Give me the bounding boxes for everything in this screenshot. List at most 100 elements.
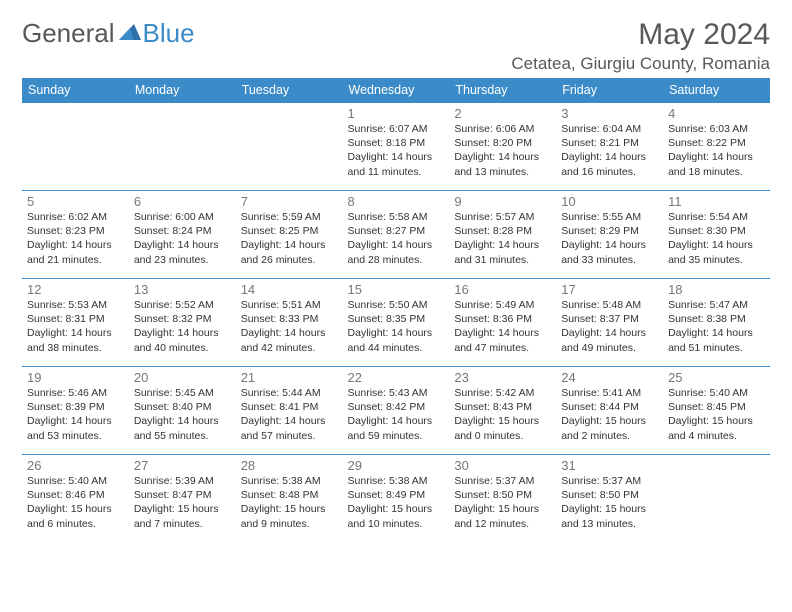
sunrise-text: Sunrise: 5:58 AM <box>348 210 445 224</box>
calendar-day-cell: 4Sunrise: 6:03 AMSunset: 8:22 PMDaylight… <box>663 103 770 191</box>
daylight-text: Daylight: 14 hours and 53 minutes. <box>27 414 124 442</box>
day-info: Sunrise: 6:04 AMSunset: 8:21 PMDaylight:… <box>561 122 658 179</box>
calendar-day-cell <box>22 103 129 191</box>
daylight-text: Daylight: 15 hours and 12 minutes. <box>454 502 551 530</box>
sunrise-text: Sunrise: 5:45 AM <box>134 386 231 400</box>
sunrise-text: Sunrise: 5:42 AM <box>454 386 551 400</box>
daylight-text: Daylight: 14 hours and 51 minutes. <box>668 326 765 354</box>
day-info: Sunrise: 5:37 AMSunset: 8:50 PMDaylight:… <box>454 474 551 531</box>
sunset-text: Sunset: 8:21 PM <box>561 136 658 150</box>
day-info: Sunrise: 5:39 AMSunset: 8:47 PMDaylight:… <box>134 474 231 531</box>
day-number: 25 <box>668 370 765 385</box>
daylight-text: Daylight: 14 hours and 55 minutes. <box>134 414 231 442</box>
sunrise-text: Sunrise: 5:52 AM <box>134 298 231 312</box>
day-number: 23 <box>454 370 551 385</box>
sunset-text: Sunset: 8:36 PM <box>454 312 551 326</box>
calendar-day-cell: 18Sunrise: 5:47 AMSunset: 8:38 PMDayligh… <box>663 279 770 367</box>
month-title: May 2024 <box>511 18 770 52</box>
day-number: 4 <box>668 106 765 121</box>
calendar-day-cell: 28Sunrise: 5:38 AMSunset: 8:48 PMDayligh… <box>236 455 343 543</box>
daylight-text: Daylight: 14 hours and 40 minutes. <box>134 326 231 354</box>
calendar-week-row: 12Sunrise: 5:53 AMSunset: 8:31 PMDayligh… <box>22 279 770 367</box>
sunset-text: Sunset: 8:22 PM <box>668 136 765 150</box>
sunrise-text: Sunrise: 5:51 AM <box>241 298 338 312</box>
daylight-text: Daylight: 15 hours and 4 minutes. <box>668 414 765 442</box>
sunrise-text: Sunrise: 6:07 AM <box>348 122 445 136</box>
sunrise-text: Sunrise: 5:54 AM <box>668 210 765 224</box>
calendar-day-cell: 7Sunrise: 5:59 AMSunset: 8:25 PMDaylight… <box>236 191 343 279</box>
daylight-text: Daylight: 15 hours and 2 minutes. <box>561 414 658 442</box>
calendar-day-cell: 12Sunrise: 5:53 AMSunset: 8:31 PMDayligh… <box>22 279 129 367</box>
header: General Blue May 2024 Cetatea, Giurgiu C… <box>22 18 770 74</box>
day-info: Sunrise: 5:38 AMSunset: 8:48 PMDaylight:… <box>241 474 338 531</box>
calendar-day-cell: 5Sunrise: 6:02 AMSunset: 8:23 PMDaylight… <box>22 191 129 279</box>
sunset-text: Sunset: 8:24 PM <box>134 224 231 238</box>
calendar-body: 1Sunrise: 6:07 AMSunset: 8:18 PMDaylight… <box>22 103 770 543</box>
sunrise-text: Sunrise: 5:38 AM <box>241 474 338 488</box>
sunset-text: Sunset: 8:23 PM <box>27 224 124 238</box>
day-info: Sunrise: 5:47 AMSunset: 8:38 PMDaylight:… <box>668 298 765 355</box>
day-number: 12 <box>27 282 124 297</box>
day-number: 2 <box>454 106 551 121</box>
daylight-text: Daylight: 15 hours and 13 minutes. <box>561 502 658 530</box>
daylight-text: Daylight: 14 hours and 23 minutes. <box>134 238 231 266</box>
sunrise-text: Sunrise: 5:57 AM <box>454 210 551 224</box>
sunrise-text: Sunrise: 5:49 AM <box>454 298 551 312</box>
sunrise-text: Sunrise: 5:41 AM <box>561 386 658 400</box>
day-info: Sunrise: 5:43 AMSunset: 8:42 PMDaylight:… <box>348 386 445 443</box>
day-number: 31 <box>561 458 658 473</box>
sunset-text: Sunset: 8:47 PM <box>134 488 231 502</box>
sunrise-text: Sunrise: 5:38 AM <box>348 474 445 488</box>
daylight-text: Daylight: 14 hours and 13 minutes. <box>454 150 551 178</box>
sunset-text: Sunset: 8:45 PM <box>668 400 765 414</box>
daylight-text: Daylight: 14 hours and 49 minutes. <box>561 326 658 354</box>
daylight-text: Daylight: 14 hours and 47 minutes. <box>454 326 551 354</box>
daylight-text: Daylight: 14 hours and 21 minutes. <box>27 238 124 266</box>
sunset-text: Sunset: 8:25 PM <box>241 224 338 238</box>
calendar-day-cell: 26Sunrise: 5:40 AMSunset: 8:46 PMDayligh… <box>22 455 129 543</box>
calendar-day-cell: 17Sunrise: 5:48 AMSunset: 8:37 PMDayligh… <box>556 279 663 367</box>
day-number: 14 <box>241 282 338 297</box>
daylight-text: Daylight: 14 hours and 42 minutes. <box>241 326 338 354</box>
day-info: Sunrise: 5:53 AMSunset: 8:31 PMDaylight:… <box>27 298 124 355</box>
sunrise-text: Sunrise: 5:55 AM <box>561 210 658 224</box>
day-number: 18 <box>668 282 765 297</box>
daylight-text: Daylight: 14 hours and 18 minutes. <box>668 150 765 178</box>
sunrise-text: Sunrise: 5:44 AM <box>241 386 338 400</box>
sunset-text: Sunset: 8:48 PM <box>241 488 338 502</box>
day-number: 6 <box>134 194 231 209</box>
day-number: 17 <box>561 282 658 297</box>
daylight-text: Daylight: 14 hours and 16 minutes. <box>561 150 658 178</box>
day-number: 9 <box>454 194 551 209</box>
sunrise-text: Sunrise: 5:40 AM <box>27 474 124 488</box>
sunset-text: Sunset: 8:49 PM <box>348 488 445 502</box>
sunset-text: Sunset: 8:27 PM <box>348 224 445 238</box>
calendar-day-cell: 29Sunrise: 5:38 AMSunset: 8:49 PMDayligh… <box>343 455 450 543</box>
day-info: Sunrise: 5:37 AMSunset: 8:50 PMDaylight:… <box>561 474 658 531</box>
sunset-text: Sunset: 8:39 PM <box>27 400 124 414</box>
daylight-text: Daylight: 14 hours and 33 minutes. <box>561 238 658 266</box>
sunrise-text: Sunrise: 5:40 AM <box>668 386 765 400</box>
daylight-text: Daylight: 14 hours and 59 minutes. <box>348 414 445 442</box>
day-number: 28 <box>241 458 338 473</box>
day-number: 11 <box>668 194 765 209</box>
sunrise-text: Sunrise: 5:39 AM <box>134 474 231 488</box>
daylight-text: Daylight: 14 hours and 57 minutes. <box>241 414 338 442</box>
calendar-day-cell: 23Sunrise: 5:42 AMSunset: 8:43 PMDayligh… <box>449 367 556 455</box>
calendar-week-row: 5Sunrise: 6:02 AMSunset: 8:23 PMDaylight… <box>22 191 770 279</box>
day-number: 5 <box>27 194 124 209</box>
day-number: 13 <box>134 282 231 297</box>
day-info: Sunrise: 5:50 AMSunset: 8:35 PMDaylight:… <box>348 298 445 355</box>
calendar-day-cell: 24Sunrise: 5:41 AMSunset: 8:44 PMDayligh… <box>556 367 663 455</box>
sunset-text: Sunset: 8:28 PM <box>454 224 551 238</box>
calendar-day-cell: 22Sunrise: 5:43 AMSunset: 8:42 PMDayligh… <box>343 367 450 455</box>
day-number: 24 <box>561 370 658 385</box>
sunset-text: Sunset: 8:31 PM <box>27 312 124 326</box>
sunset-text: Sunset: 8:40 PM <box>134 400 231 414</box>
day-info: Sunrise: 5:51 AMSunset: 8:33 PMDaylight:… <box>241 298 338 355</box>
title-block: May 2024 Cetatea, Giurgiu County, Romani… <box>511 18 770 74</box>
calendar-table: Sunday Monday Tuesday Wednesday Thursday… <box>22 78 770 543</box>
sunset-text: Sunset: 8:43 PM <box>454 400 551 414</box>
sunset-text: Sunset: 8:38 PM <box>668 312 765 326</box>
calendar-week-row: 19Sunrise: 5:46 AMSunset: 8:39 PMDayligh… <box>22 367 770 455</box>
